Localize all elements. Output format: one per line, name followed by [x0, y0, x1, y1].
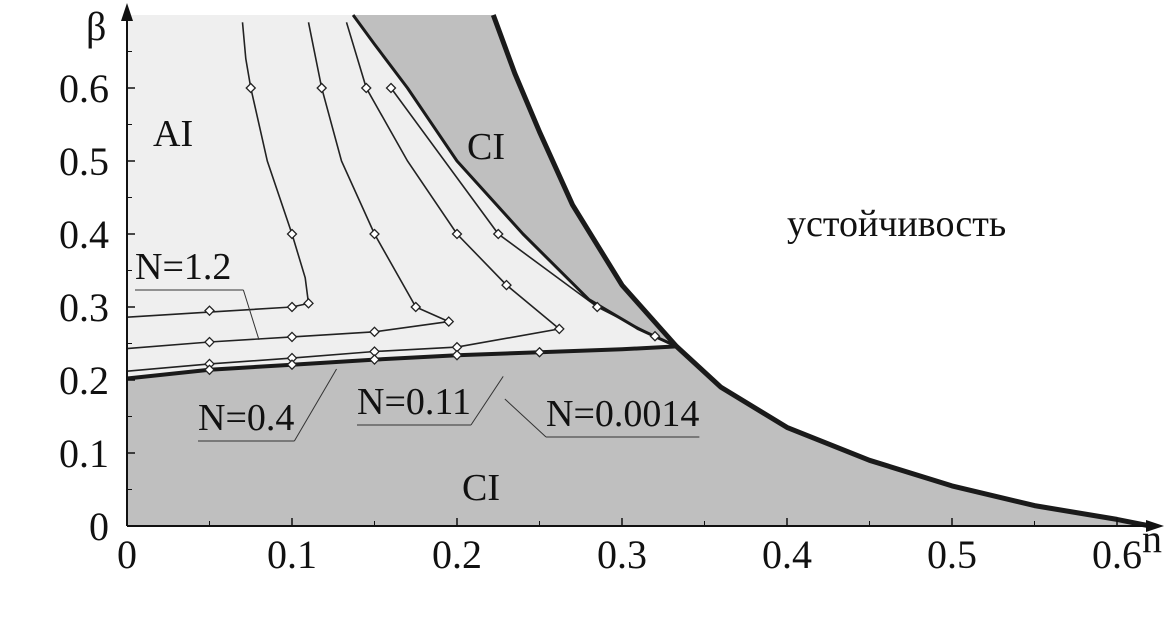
annotation-pointer-3: [504, 398, 547, 438]
y-tick-label-6: 0.6: [59, 66, 109, 111]
region-ci-upper: [353, 15, 677, 347]
y-tick-label-2: 0.2: [59, 358, 109, 403]
marker-0-1: [286, 228, 298, 240]
x-tick-label-2: 0.2: [432, 532, 482, 577]
boundary-line-1: [490, 14, 1151, 529]
marker-3-3: [451, 349, 463, 361]
marker-1-3: [443, 316, 455, 328]
region-ci-lower: [127, 346, 1150, 526]
markers-layer: [204, 82, 661, 376]
y-tick-label-4: 0.4: [59, 212, 109, 257]
region-label-stability: устойчивость: [787, 203, 1006, 245]
marker-1-1: [369, 228, 380, 240]
curve-label-n-0-4: N=0.4: [198, 397, 294, 439]
annotations-layer: [135, 289, 700, 442]
annotation-pointer-1: [293, 368, 337, 442]
marker-0-3: [286, 301, 298, 313]
region-label-ci-upper: CI: [467, 126, 505, 168]
marker-1-4: [369, 326, 380, 338]
annotation-pointer-0: [242, 289, 260, 340]
marker-1-2: [410, 301, 422, 313]
marker-3-4: [534, 346, 545, 358]
marker-3-0: [204, 364, 215, 376]
marker-0-0: [245, 82, 257, 94]
y-tick-label-1: 0.1: [59, 431, 109, 476]
marker-0-4: [204, 305, 215, 317]
marker-3-8: [649, 330, 661, 342]
boundaries-layer: [126, 14, 1151, 529]
y-tick-label-3: 0.3: [59, 285, 109, 330]
annotation-pointer-2: [470, 376, 504, 426]
marker-1-5: [286, 331, 298, 343]
curve-label-n-1-2: N=1.2: [135, 246, 231, 288]
marker-3-1: [286, 359, 298, 371]
curve-label-n-0-0014: N=0.0014: [546, 393, 699, 435]
marker-3-2: [369, 354, 380, 365]
region-label-ci-lower: CI: [462, 467, 500, 509]
marker-3-6: [492, 228, 504, 240]
marker-2-0: [360, 82, 372, 94]
marker-2-1: [451, 228, 463, 240]
ticks-layer: 0 0.1 0.2 0.3 0.4 0.5 0.6 0 0.1 0.2 0.3 0.4 0.5 0.6: [59, 51, 1142, 577]
x-axis-label: n: [1142, 516, 1162, 561]
y-axis-arrow: [121, 3, 133, 21]
y-tick-label-0: 0: [89, 504, 109, 549]
boundary-line-0: [351, 14, 678, 348]
x-tick-label-6: 0.6: [1092, 532, 1142, 577]
marker-3-5: [385, 82, 397, 94]
marker-0-2: [303, 297, 314, 309]
x-tick-label-1: 0.1: [267, 532, 317, 577]
series-line-0: [126, 22, 310, 318]
x-tick-label-5: 0.5: [927, 532, 977, 577]
y-axis-label: β: [86, 4, 106, 49]
curve-label-n-0-11: N=0.11: [357, 381, 471, 423]
regions-layer: [127, 15, 1150, 526]
region-ai: [127, 15, 677, 379]
x-tick-label-0: 0: [117, 532, 137, 577]
marker-1-0: [316, 82, 328, 94]
x-tick-label-3: 0.3: [597, 532, 647, 577]
marker-1-6: [204, 336, 215, 348]
boundary-line-2: [126, 344, 677, 381]
axes-layer: [121, 3, 1164, 532]
marker-3-7: [591, 301, 603, 313]
marker-2-2: [501, 279, 512, 291]
x-axis-arrow: [1146, 520, 1164, 532]
y-tick-label-5: 0.5: [59, 139, 109, 184]
x-tick-label-4: 0.4: [762, 532, 812, 577]
series-line-1: [126, 22, 452, 350]
marker-2-3: [553, 323, 565, 335]
region-label-ai: AI: [153, 113, 193, 155]
